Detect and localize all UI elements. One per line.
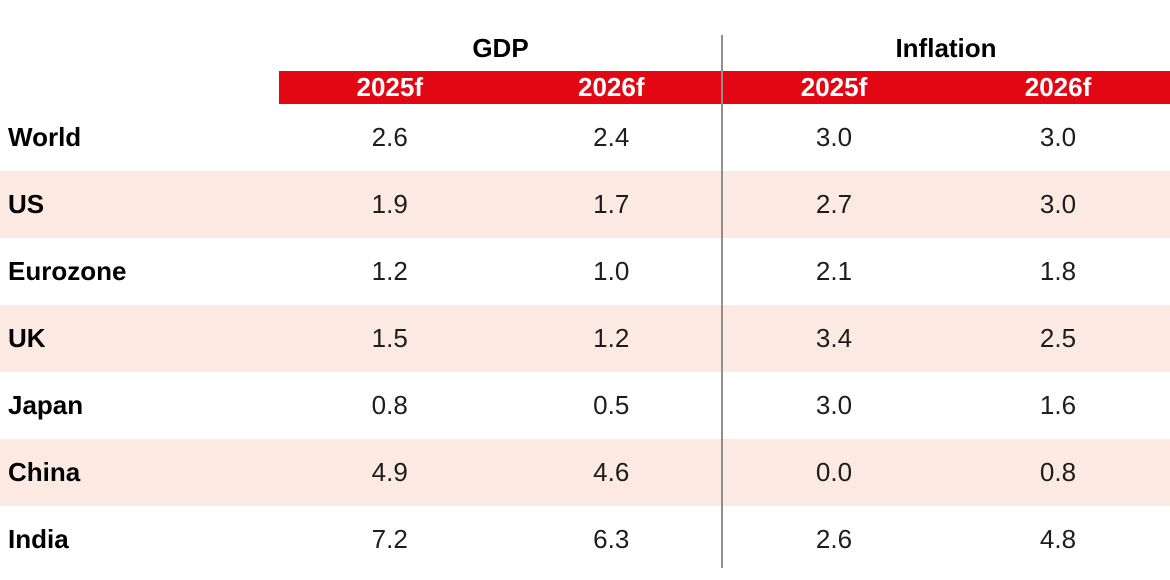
- row-label: US: [8, 189, 45, 219]
- subheader-row: 2025f 2026f 2025f 2026f: [0, 71, 1170, 104]
- cell-gdp-2025f: 1.2: [371, 256, 408, 286]
- group-header-gdp: GDP: [472, 33, 529, 63]
- cell-inflation-2025f: 2.1: [815, 256, 853, 286]
- row-label: China: [8, 457, 81, 487]
- cell-inflation-2026f: 1.6: [1039, 390, 1077, 420]
- row-label: Eurozone: [8, 256, 127, 286]
- cell-gdp-2026f: 1.2: [593, 323, 630, 353]
- cell-gdp-2026f: 1.0: [593, 256, 630, 286]
- cell-inflation-2025f: 3.4: [815, 323, 853, 353]
- row-label: Japan: [8, 390, 84, 420]
- cell-gdp-2025f: 1.9: [371, 189, 408, 219]
- cell-gdp-2025f: 4.9: [371, 457, 408, 487]
- cell-gdp-2026f: 6.3: [593, 524, 630, 554]
- cell-gdp-2025f: 1.5: [371, 323, 408, 353]
- row-label: India: [8, 524, 69, 554]
- table-row-us: US 1.9 1.7 2.7 3.0: [0, 171, 1170, 238]
- cell-inflation-2026f: 4.8: [1039, 524, 1077, 554]
- subheader-gdp-2025f: 2025f: [279, 71, 501, 104]
- subheader-inflation-2026f: 2026f: [946, 71, 1170, 104]
- table-row-china: China 4.9 4.6 0.0 0.8: [0, 439, 1170, 506]
- section-divider: [721, 35, 723, 568]
- cell-gdp-2026f: 2.4: [593, 122, 630, 152]
- cell-gdp-2026f: 0.5: [593, 390, 630, 420]
- cell-inflation-2025f: 3.0: [815, 390, 853, 420]
- subheader-gdp-2026f: 2026f: [500, 71, 722, 104]
- row-label: World: [8, 122, 82, 152]
- cell-inflation-2026f: 3.0: [1039, 122, 1077, 152]
- cell-inflation-2026f: 1.8: [1039, 256, 1077, 286]
- cell-inflation-2025f: 0.0: [815, 457, 853, 487]
- cell-gdp-2025f: 2.6: [371, 122, 408, 152]
- cell-inflation-2025f: 3.0: [815, 122, 853, 152]
- table-row-japan: Japan 0.8 0.5 3.0 1.6: [0, 372, 1170, 439]
- cell-inflation-2026f: 2.5: [1039, 323, 1077, 353]
- cell-gdp-2025f: 7.2: [371, 524, 408, 554]
- table-row-world: World 2.6 2.4 3.0 3.0: [0, 104, 1170, 171]
- row-label: UK: [8, 323, 46, 353]
- cell-inflation-2026f: 3.0: [1039, 189, 1077, 219]
- cell-inflation-2026f: 0.8: [1039, 457, 1077, 487]
- subheader-spacer: [0, 71, 279, 104]
- cell-gdp-2026f: 4.6: [593, 457, 630, 487]
- cell-inflation-2025f: 2.6: [815, 524, 853, 554]
- subheader-inflation-2025f: 2025f: [722, 71, 946, 104]
- table-row-uk: UK 1.5 1.2 3.4 2.5: [0, 305, 1170, 372]
- table-row-eurozone: Eurozone 1.2 1.0 2.1 1.8: [0, 238, 1170, 305]
- table-row-india: India 7.2 6.3 2.6 4.8: [0, 506, 1170, 573]
- group-header-row: GDP Inflation: [0, 0, 1170, 71]
- cell-inflation-2025f: 2.7: [815, 189, 853, 219]
- cell-gdp-2026f: 1.7: [593, 189, 630, 219]
- cell-gdp-2025f: 0.8: [371, 390, 408, 420]
- group-header-inflation: Inflation: [895, 33, 997, 63]
